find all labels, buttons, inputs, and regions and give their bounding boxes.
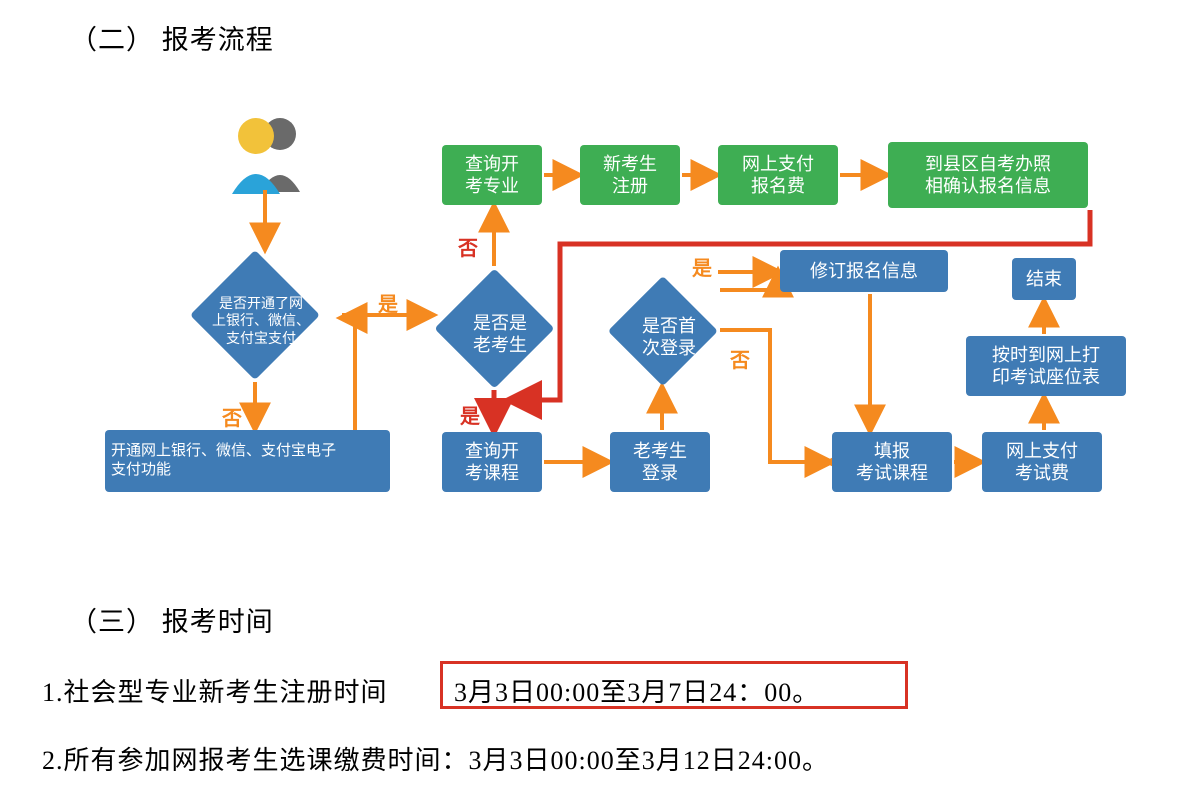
flow-node-b_payexam: 网上支付考试费	[982, 432, 1102, 492]
flow-node-b_end: 结束	[1012, 258, 1076, 300]
edge-label-0: 是	[378, 288, 398, 317]
users-icon	[222, 110, 312, 194]
flow-node-d_pay_ready: 是否开通了网上银行、微信、支付宝支付	[209, 269, 301, 361]
flow-node-b_oldlogin: 老考生登录	[610, 432, 710, 492]
flow-node-d_old: 是否是老考生	[452, 286, 537, 371]
flow-node-b_modify: 修订报名信息	[780, 250, 948, 292]
flow-node-g_payreg: 网上支付报名费	[718, 145, 838, 205]
page-canvas: （二） 报考流程 （三） 报考时间 1.社会型专业新考生注册时间 3月3日00:…	[0, 0, 1200, 788]
flow-node-g_newreg: 新考生注册	[580, 145, 680, 205]
section-3-heading: （三） 报考时间	[70, 600, 274, 639]
schedule-line-2: 2.所有参加网报考生选课缴费时间：3月3日00:00至3月12日24:00。	[42, 740, 829, 777]
flow-node-b_print: 按时到网上打印考试座位表	[966, 336, 1126, 396]
edge-label-5: 否	[730, 344, 750, 373]
section-2-heading: （二） 报考流程	[70, 18, 274, 57]
flow-node-b_fill: 填报考试课程	[832, 432, 952, 492]
edge-label-2: 否	[458, 232, 478, 261]
edge-label-1: 否	[222, 402, 242, 431]
flow-node-b_openpay: 开通网上银行、微信、支付宝电子支付功能	[105, 430, 390, 492]
flow-node-d_first: 是否首次登录	[624, 292, 702, 370]
highlight-box	[440, 661, 908, 709]
flow-node-g_query: 查询开考专业	[442, 145, 542, 205]
flow-node-b_query2: 查询开考课程	[442, 432, 542, 492]
edge-label-4: 是	[692, 252, 712, 281]
edge-label-3: 是	[460, 400, 480, 429]
schedule-line-1a: 1.社会型专业新考生注册时间	[42, 672, 388, 709]
flow-node-g_confirm: 到县区自考办照相确认报名信息	[888, 142, 1088, 208]
